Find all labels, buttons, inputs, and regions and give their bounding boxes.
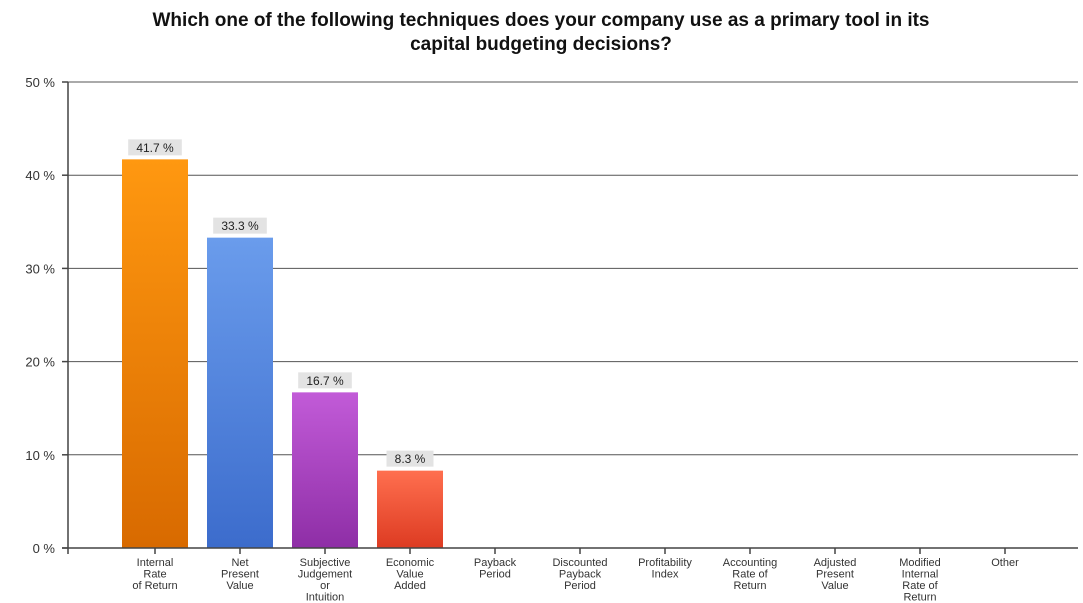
x-category-label-line: Economic [386,557,435,569]
x-category-label: Internal Rate of Return [132,557,177,592]
x-category-label-line: or [320,580,330,592]
y-axis-ticks: 0 % 10 % 20 % 30 % 40 % 50 % [25,75,68,556]
x-category-label-line: Other [991,557,1019,569]
data-label-box [386,450,434,467]
x-category-label-line: Adjusted [814,557,857,569]
x-category-label-line: Index [652,569,679,581]
x-category-label-line: Period [564,580,596,592]
x-category-label: Net Present Value [221,557,259,592]
x-category-label-line: Rate of [732,569,768,581]
data-label: 41.7 % [136,141,174,155]
x-category-label-line: Value [396,569,423,581]
y-tick-label: 20 % [25,355,55,370]
x-category-label: Payback Period [474,557,517,581]
y-tick-label: 50 % [25,75,55,90]
bar [292,392,358,548]
bar [122,159,188,548]
chart-title-line-1: Which one of the following techniques do… [153,10,930,31]
x-category-label: Adjusted Present Value [814,557,857,592]
x-category-label-line: Profitability [638,557,692,569]
x-category-label-line: Accounting [723,557,777,569]
x-category-label-line: Rate [143,569,166,581]
x-category-label: Profitability Index [638,557,692,581]
data-label-box [298,372,352,389]
x-category-label-line: Payback [474,557,517,569]
x-category-label: Other [991,557,1019,569]
y-tick-label: 10 % [25,448,55,463]
x-category-label-line: Return [733,580,766,592]
x-category-label-line: Discounted [552,557,607,569]
y-tick-label: 0 % [33,541,56,556]
data-label: 33.3 % [221,219,259,233]
x-category-label: Discounted Payback Period [552,557,607,592]
x-category-label-line: Subjective [300,557,351,569]
data-labels: 41.7 % 33.3 % 16.7 % 8.3 % [128,139,434,467]
bar [377,470,443,548]
x-category-label: Accounting Rate of Return [723,557,777,592]
x-category-label-line: Judgement [298,569,352,581]
x-category-label-line: Period [479,569,511,581]
x-category-label-line: Payback [559,569,602,581]
x-category-label-line: Intuition [306,592,345,603]
x-category-label-line: Present [816,569,854,581]
data-label: 16.7 % [306,374,344,388]
x-category-label-line: Modified [899,557,941,569]
x-category-label-line: Value [821,580,848,592]
x-category-label-line: Value [226,580,253,592]
x-category-label-line: Internal [137,557,174,569]
data-label-box [128,139,182,156]
x-category-label-line: Rate of [902,580,938,592]
x-category-label: Subjective Judgement or Intuition [298,557,352,603]
x-category-label: Economic Value Added [386,557,435,592]
x-category-label-line: Present [221,569,259,581]
x-category-label-line: Added [394,580,426,592]
bars [122,159,443,549]
x-category-label-line: Net [231,557,248,569]
x-category-label-line: of Return [132,580,177,592]
chart-title-line-2: capital budgeting decisions? [410,34,672,55]
x-category-label-line: Return [903,592,936,603]
x-category-label-line: Internal [902,569,939,581]
data-label-box [213,217,267,234]
bar [207,237,273,549]
y-tick-label: 30 % [25,261,55,276]
data-label: 8.3 % [395,452,426,466]
y-tick-label: 40 % [25,168,55,183]
x-category-label: Modified Internal Rate of Return [899,557,941,603]
